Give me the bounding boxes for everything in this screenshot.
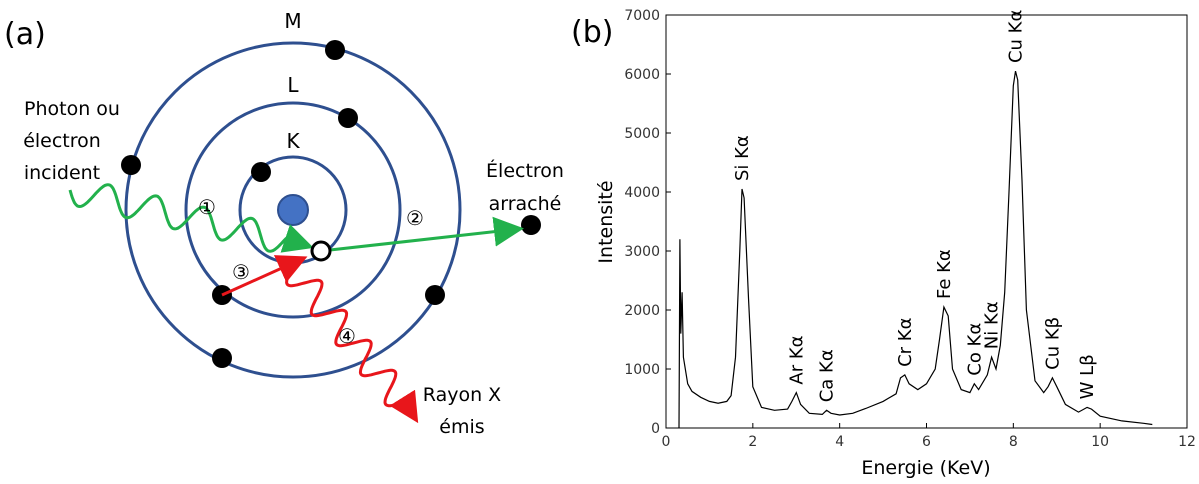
peak-label: Cu Kβ bbox=[1042, 317, 1063, 370]
peak-label: Fe Kα bbox=[934, 249, 955, 299]
y-tick-label: 5000 bbox=[624, 126, 660, 142]
y-tick-label: 4000 bbox=[624, 185, 660, 201]
incident-label: électron bbox=[23, 130, 101, 152]
step-label: ④ bbox=[338, 324, 356, 348]
x-tick-label: 4 bbox=[835, 434, 844, 450]
electron bbox=[425, 285, 445, 305]
transition-arrow bbox=[221, 255, 308, 297]
electron bbox=[212, 348, 232, 368]
electron bbox=[121, 155, 141, 175]
incident-wave bbox=[68, 183, 314, 253]
emitted-label: Rayon X bbox=[423, 384, 501, 406]
ejected-label: arraché bbox=[489, 193, 562, 215]
step-label: ② bbox=[406, 206, 424, 230]
step-label: ③ bbox=[232, 260, 250, 284]
x-tick-label: 10 bbox=[1091, 434, 1109, 450]
electron bbox=[521, 215, 541, 235]
atom-diagram: (a) K L M Photon ou électron incident Él… bbox=[4, 9, 564, 438]
xray-wave bbox=[285, 267, 419, 424]
peak-label: W Lβ bbox=[1077, 354, 1098, 399]
shell-label: L bbox=[287, 73, 299, 97]
y-tick-label: 6000 bbox=[624, 67, 660, 83]
electron bbox=[338, 108, 358, 128]
peak-label: Co Kα bbox=[964, 323, 985, 376]
shell-label: M bbox=[284, 9, 301, 33]
panel-label: (a) bbox=[4, 17, 46, 52]
peak-label: Ca Kα bbox=[817, 349, 838, 402]
y-tick-label: 2000 bbox=[624, 303, 660, 319]
spectrum-line bbox=[678, 70, 1153, 429]
peak-label: Cr Kα bbox=[895, 318, 916, 367]
ejection-arrow bbox=[329, 216, 524, 252]
electrons bbox=[121, 40, 541, 368]
peak-label: Cu Kα bbox=[1006, 10, 1027, 63]
peak-label: Si Kα bbox=[732, 135, 753, 181]
spectrum-chart: (b) Energie (KeV) Intensité 0 2 4 6 8 10 12 0 10… bbox=[571, 8, 1196, 479]
x-tick-label: 12 bbox=[1178, 434, 1196, 450]
incident-label: incident bbox=[24, 162, 100, 184]
nucleus bbox=[277, 194, 309, 226]
peak-label: Ar Kα bbox=[786, 335, 807, 384]
y-tick-label: 7000 bbox=[624, 8, 660, 24]
y-tick-label: 3000 bbox=[624, 244, 660, 260]
ejected-label: Électron bbox=[486, 159, 564, 182]
x-tick-label: 8 bbox=[1009, 434, 1018, 450]
panel-label: (b) bbox=[571, 15, 613, 50]
plot-frame bbox=[665, 14, 1188, 429]
shell-l bbox=[184, 101, 402, 319]
step-label: ① bbox=[198, 195, 216, 219]
shell-label: K bbox=[286, 129, 300, 153]
vacancy bbox=[310, 240, 332, 262]
y-tick-label: 1000 bbox=[624, 362, 660, 378]
x-tick-label: 0 bbox=[662, 434, 671, 450]
electron bbox=[325, 40, 345, 60]
y-tick-label: 0 bbox=[651, 421, 660, 437]
emitted-label: émis bbox=[439, 416, 484, 438]
x-tick-label: 2 bbox=[748, 434, 757, 450]
electron bbox=[251, 162, 271, 182]
x-axis-label: Energie (KeV) bbox=[861, 457, 990, 479]
incident-label: Photon ou bbox=[24, 98, 120, 120]
x-tick-label: 6 bbox=[922, 434, 931, 450]
peak-label: Ni Kα bbox=[982, 301, 1003, 349]
shell-m bbox=[124, 41, 462, 379]
y-axis-label: Intensité bbox=[595, 180, 617, 263]
